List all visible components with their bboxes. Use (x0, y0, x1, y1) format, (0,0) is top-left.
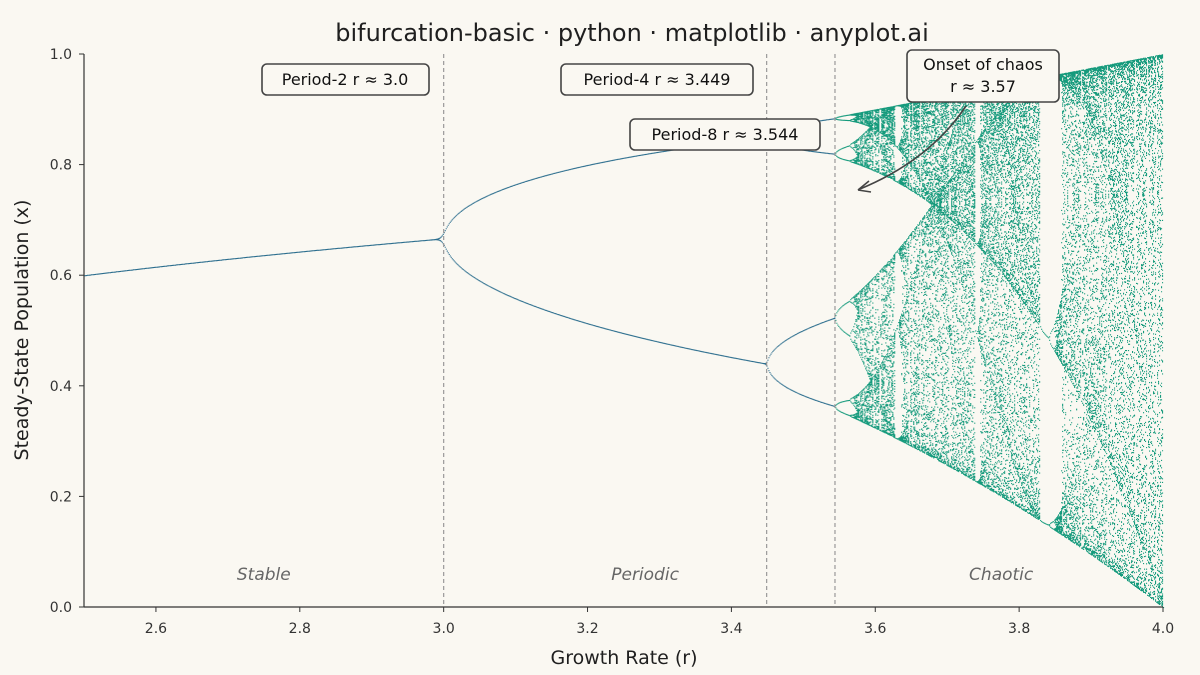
chaotic-points (835, 54, 1165, 609)
x-tick-label: 4.0 (1152, 621, 1174, 637)
annotation-period2: Period-2 r ≈ 3.0 (261, 63, 430, 96)
x-tick-label: 3.0 (433, 621, 455, 637)
y-tick-label: 0.6 (50, 268, 72, 284)
y-tick-label: 0.2 (50, 489, 72, 505)
annotation-period8: Period-8 r ≈ 3.544 (629, 118, 821, 151)
annotation-chaos-line1: Onset of chaos (923, 55, 1043, 74)
annotation-chaos-line2: r ≈ 3.57 (950, 77, 1016, 96)
x-tick-label: 2.6 (145, 621, 167, 637)
y-tick-label: 0.4 (50, 379, 72, 395)
y-tick-label: 0.0 (50, 600, 72, 616)
annotation-chaos: Onset of chaos r ≈ 3.57 (857, 49, 1060, 193)
annotation-period4-text: Period-4 r ≈ 3.449 (584, 70, 731, 89)
region-label-chaotic: Chaotic (969, 565, 1034, 585)
annotation-period4: Period-4 r ≈ 3.449 (560, 63, 754, 96)
bifurcation-points (84, 54, 1165, 609)
periodic-points (84, 118, 836, 408)
chaos-arrow (859, 105, 967, 190)
y-tick-label: 1.0 (50, 47, 72, 63)
x-tick-label: 2.8 (289, 621, 311, 637)
y-axis-ticks: 0.0 0.2 0.4 0.6 0.8 1.0 (50, 47, 84, 616)
y-tick-label: 0.8 (50, 158, 72, 174)
region-label-stable: Stable (237, 565, 291, 585)
x-tick-label: 3.2 (576, 621, 598, 637)
x-tick-label: 3.4 (720, 621, 742, 637)
region-labels: Stable Periodic Chaotic (237, 565, 1034, 585)
annotation-period8-text: Period-8 r ≈ 3.544 (652, 125, 799, 144)
chart-title: bifurcation-basic · python · matplotlib … (335, 19, 929, 47)
x-tick-label: 3.8 (1008, 621, 1030, 637)
chaos-arrowhead (857, 180, 872, 193)
region-label-periodic: Periodic (611, 565, 679, 585)
x-axis-ticks: 2.6 2.8 3.0 3.2 3.4 3.6 3.8 4.0 (145, 607, 1174, 637)
annotation-period2-text: Period-2 r ≈ 3.0 (282, 70, 409, 89)
x-tick-label: 3.6 (864, 621, 886, 637)
y-axis-label: Steady-State Population (x) (11, 200, 33, 461)
x-axis-label: Growth Rate (r) (550, 647, 697, 669)
